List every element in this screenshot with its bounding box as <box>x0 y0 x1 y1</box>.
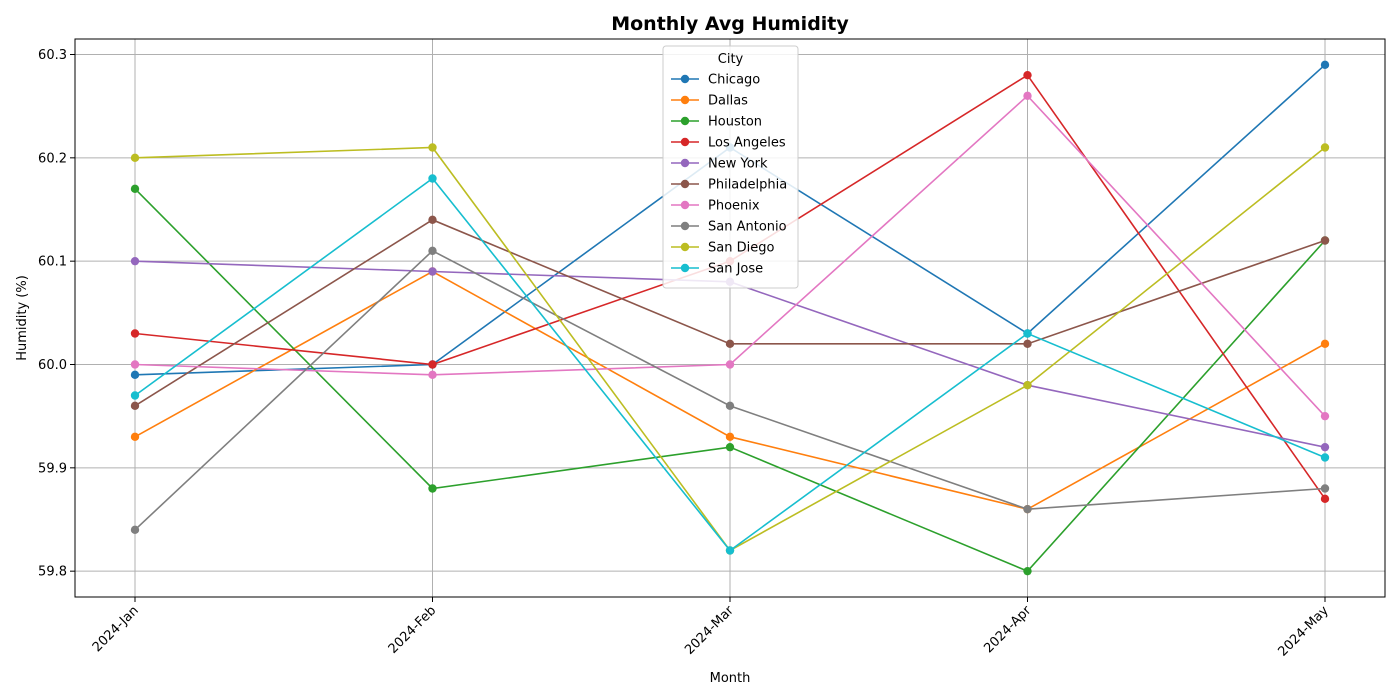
data-point <box>428 143 437 152</box>
y-tick-label: 60.0 <box>38 358 67 373</box>
data-point <box>1320 60 1330 70</box>
series-philadelphia <box>130 215 1330 411</box>
series-layer <box>130 60 1330 576</box>
data-point <box>428 484 437 493</box>
data-point <box>130 401 140 411</box>
legend: City Chicago Dallas Houston Los Angeles New Y… <box>662 45 799 289</box>
data-point <box>725 360 735 369</box>
y-tick-label: 59.9 <box>38 461 67 476</box>
data-point <box>130 329 140 338</box>
series-san-antonio <box>130 246 1330 535</box>
data-point <box>428 215 437 225</box>
legend-swatch-marker <box>680 179 690 189</box>
data-point <box>428 370 437 380</box>
data-point <box>1023 504 1032 514</box>
legend-entry-label: Los Angeles <box>708 136 786 151</box>
data-point <box>130 370 140 380</box>
data-point <box>1320 442 1330 452</box>
legend-box <box>662 45 799 289</box>
data-point <box>1320 453 1330 462</box>
data-point <box>1320 339 1330 349</box>
data-point <box>1320 484 1330 493</box>
data-point <box>130 360 140 369</box>
legend-entry-label: Phoenix <box>708 199 760 214</box>
legend-swatch-marker <box>680 137 690 147</box>
y-tick-label: 60.3 <box>38 48 67 63</box>
x-axis-label: Month <box>710 671 751 686</box>
chart-title: Monthly Avg Humidity <box>611 13 849 35</box>
series-san-jose <box>130 174 1330 555</box>
y-tick-label: 60.1 <box>38 255 67 270</box>
series-phoenix <box>130 91 1330 421</box>
data-point <box>725 546 735 555</box>
legend-swatch-marker <box>680 200 690 210</box>
data-point <box>1023 70 1032 80</box>
data-point <box>1023 91 1032 101</box>
legend-entry-label: Chicago <box>708 73 760 88</box>
data-point <box>725 442 735 452</box>
data-point <box>1320 236 1330 245</box>
data-point <box>1320 494 1330 504</box>
legend-entry-label: Philadelphia <box>708 178 787 193</box>
data-point <box>1023 329 1032 338</box>
y-axis-ticks: 59.8 59.9 60.0 60.1 60.2 60.3 <box>38 48 75 580</box>
data-point <box>428 267 437 276</box>
legend-title: City <box>718 52 744 67</box>
data-point <box>1320 411 1330 421</box>
legend-swatch-marker <box>680 116 690 126</box>
data-point <box>428 246 437 256</box>
data-point <box>130 525 140 535</box>
data-point <box>725 401 735 411</box>
data-point <box>725 339 735 349</box>
data-point <box>1023 339 1032 349</box>
data-point <box>1023 566 1032 576</box>
legend-swatch-marker <box>680 95 690 105</box>
data-point <box>130 153 140 163</box>
legend-swatch-marker <box>680 221 690 231</box>
legend-entry-label: New York <box>708 157 768 172</box>
legend-entry-label: San Antonio <box>708 220 787 235</box>
data-point <box>1023 380 1032 390</box>
legend-entry-label: San Jose <box>708 262 763 277</box>
legend-entry-label: San Diego <box>708 241 774 256</box>
data-point <box>130 391 140 400</box>
legend-swatch-marker <box>680 242 690 252</box>
legend-swatch-marker <box>680 158 690 168</box>
data-point <box>725 432 735 442</box>
data-point <box>130 184 140 194</box>
legend-swatch-marker <box>680 74 690 84</box>
y-tick-label: 60.2 <box>38 151 67 166</box>
legend-entry-label: Dallas <box>708 94 748 109</box>
data-point <box>428 174 437 183</box>
legend-swatch-marker <box>680 263 690 273</box>
legend-entry-label: Houston <box>708 115 762 130</box>
data-point <box>130 256 140 266</box>
data-point <box>428 360 437 369</box>
data-point <box>1320 143 1330 152</box>
data-point <box>130 432 140 442</box>
y-axis-label: Humidity (%) <box>15 275 30 361</box>
y-tick-label: 59.8 <box>38 565 67 580</box>
